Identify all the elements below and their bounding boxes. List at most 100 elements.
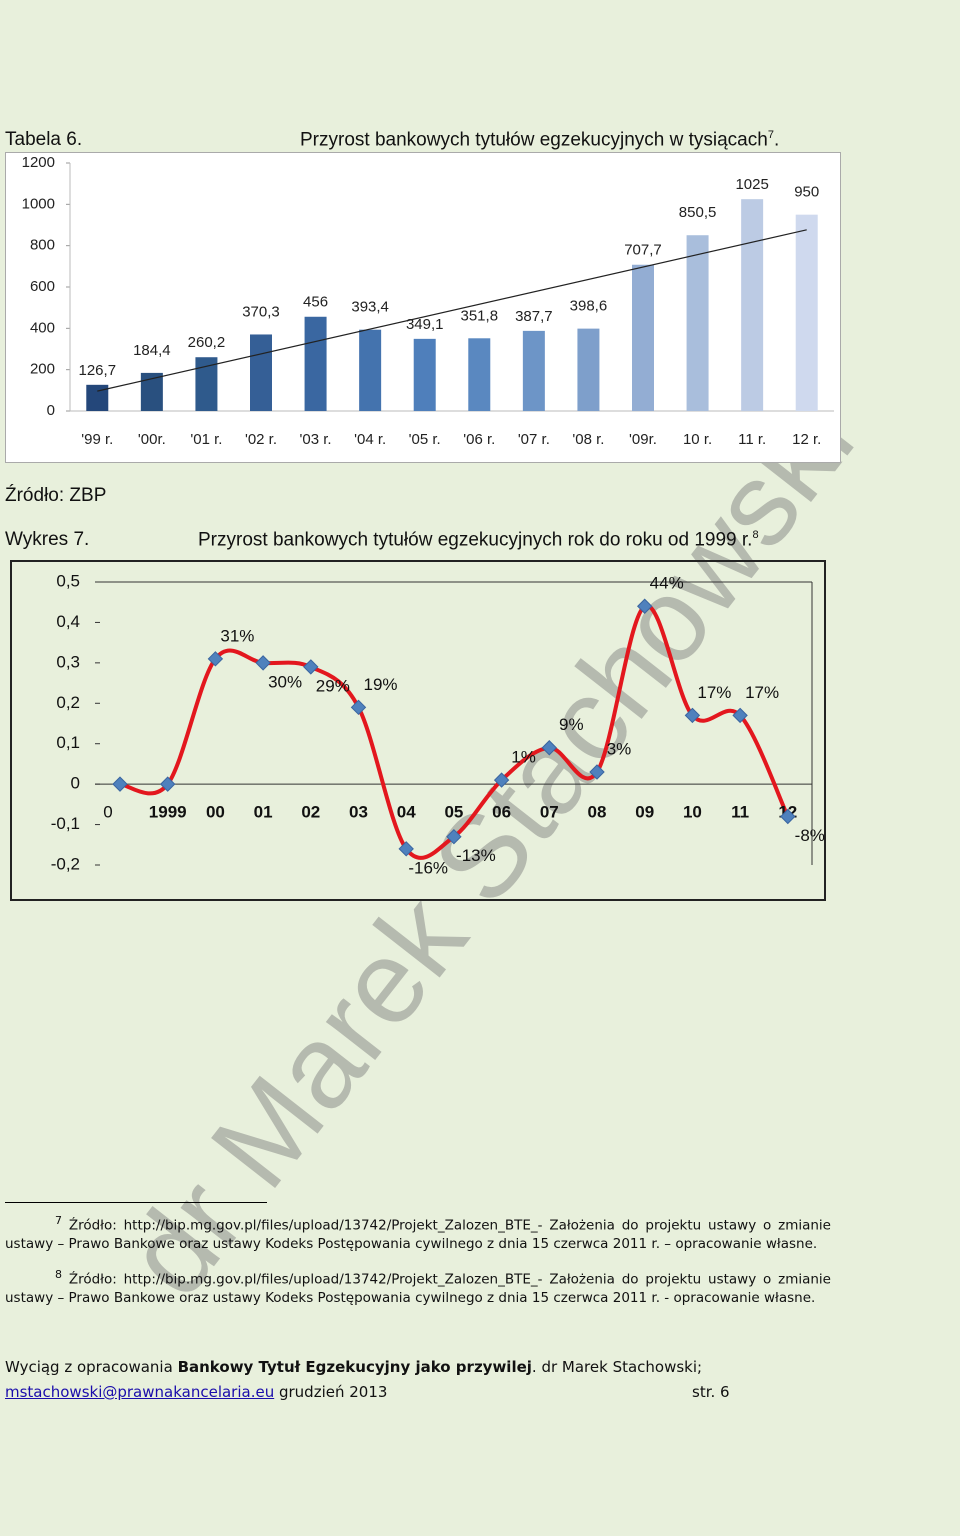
- x-tick-label: 05: [444, 803, 463, 822]
- footer-work: Bankowy Tytuł Egzekucyjny jako przywilej: [177, 1358, 532, 1376]
- y-tick-label: 0: [47, 402, 55, 419]
- footer-line: Wyciąg z opracowania Bankowy Tytuł Egzek…: [5, 1358, 702, 1376]
- value-label: 31%: [220, 626, 254, 645]
- chart-frame: [10, 560, 826, 901]
- x-tick-label: 10: [683, 803, 702, 822]
- x-tick-label: 00: [206, 803, 225, 822]
- x-tick-label: '04 r.: [354, 431, 386, 448]
- line-chart: -0,2 -0,1 0 0,1 0,2 0,3 0,4 0,5 0 1999 00 31% 01 30% 0…: [10, 560, 826, 901]
- y-tick-label: -0,2: [51, 854, 80, 873]
- y-tick-label: 0,4: [56, 612, 80, 631]
- marker: [207, 651, 224, 667]
- value-label: 456: [303, 294, 328, 311]
- value-label: 184,4: [133, 342, 171, 359]
- x-tick-label: 07: [540, 803, 559, 822]
- email-link[interactable]: mstachowski@prawnakancelaria.eu: [5, 1383, 275, 1401]
- footnote-ref: 7: [55, 1214, 62, 1227]
- x-tick-label: 08: [588, 803, 607, 822]
- marker: [780, 808, 796, 825]
- figure-title: Przyrost bankowych tytułów egzekucyjnych…: [198, 529, 759, 551]
- x-tick-label: '07 r.: [518, 431, 550, 448]
- title-text: Przyrost bankowych tytułów egzekucyjnych…: [300, 129, 768, 151]
- value-label: 19%: [363, 675, 397, 694]
- value-label: 126,7: [79, 362, 117, 379]
- y-tick-label: 400: [30, 319, 55, 336]
- bar-chart: 0 200 400 600 800 1000 1200 '99 r. 126,7 '00r. 184…: [5, 152, 841, 463]
- value-label: 850,5: [679, 204, 717, 221]
- x-tick-label: 01: [254, 803, 273, 822]
- y-tick-label: 1200: [22, 154, 55, 171]
- trend-line: [97, 229, 807, 392]
- note-ref: 7: [767, 129, 774, 141]
- bar: [522, 330, 545, 411]
- bar: [741, 199, 764, 411]
- footer-author: . dr Marek Stachowski;: [531, 1358, 703, 1376]
- x-tick-label: 02: [301, 803, 320, 822]
- footnote-text: Źródło: http://bip.mg.gov.pl/files/uploa…: [5, 1271, 831, 1306]
- marker: [541, 740, 558, 756]
- note-ref: 8: [752, 529, 759, 541]
- marker: [398, 841, 414, 857]
- page-number: str. 6: [692, 1383, 730, 1401]
- y-tick-label: 600: [30, 278, 55, 295]
- value-label: 398,6: [570, 298, 608, 315]
- source: Źródło: ZBP: [5, 485, 107, 506]
- value-label: 17%: [697, 683, 731, 702]
- x-tick-label: '02 r.: [245, 431, 277, 448]
- y-tick-label: 0,3: [56, 652, 80, 671]
- footnote-rule: [5, 1202, 267, 1203]
- bar: [686, 235, 709, 411]
- x-tick-label: 03: [349, 803, 368, 822]
- footnote-text: Źródło: http://bip.mg.gov.pl/files/uploa…: [5, 1217, 831, 1252]
- value-label: 1025: [735, 176, 768, 193]
- footer-line: mstachowski@prawnakancelaria.eu grudzień…: [5, 1383, 387, 1401]
- footnote: 7 Źródło: http://bip.mg.gov.pl/files/upl…: [5, 1212, 831, 1253]
- y-tick-label: 0,5: [56, 571, 80, 590]
- marker: [493, 772, 510, 788]
- value-label: 387,7: [515, 308, 553, 325]
- bar: [359, 329, 382, 411]
- marker: [255, 655, 271, 671]
- x-tick-label: '08 r.: [572, 431, 604, 448]
- figure-label: Wykres 7.: [5, 529, 90, 550]
- value-label: 349,1: [406, 316, 444, 333]
- bar: [140, 372, 163, 411]
- marker: [303, 659, 319, 675]
- x-tick-label: '09r.: [629, 431, 657, 448]
- bar: [413, 338, 436, 411]
- value-label: -8%: [795, 826, 825, 845]
- value-label: 393,4: [351, 299, 389, 316]
- value-label: 707,7: [624, 242, 662, 259]
- y-tick-label: 1000: [22, 195, 55, 212]
- x-tick-label: 12 r.: [792, 431, 821, 448]
- value-label: 29%: [316, 676, 350, 695]
- marker: [684, 707, 701, 724]
- y-tick-label: 800: [30, 237, 55, 254]
- x-tick-label: 04: [397, 803, 416, 822]
- y-tick-label: 0,2: [56, 693, 80, 712]
- footnote: 8 Źródło: http://bip.mg.gov.pl/files/upl…: [5, 1266, 831, 1307]
- y-tick-label: 0: [71, 774, 80, 793]
- bar: [304, 316, 327, 411]
- title-text: Przyrost bankowych tytułów egzekucyjnych…: [198, 529, 753, 551]
- bar: [86, 384, 109, 411]
- x-tick-label: 0: [103, 803, 112, 822]
- marker: [112, 776, 128, 792]
- bar: [195, 357, 218, 411]
- x-tick-label: 10 r.: [683, 431, 712, 448]
- x-tick-label: '06 r.: [463, 431, 495, 448]
- chart-frame: [5, 152, 841, 463]
- x-tick-label: 1999: [149, 803, 187, 822]
- x-tick-label: '03 r.: [300, 431, 332, 448]
- x-tick-label: 06: [492, 803, 511, 822]
- bar: [468, 338, 491, 411]
- marker: [159, 776, 176, 792]
- value-label: 950: [794, 184, 819, 201]
- marker: [446, 828, 462, 845]
- x-tick-label: '99 r.: [81, 431, 113, 448]
- value-label: 30%: [268, 672, 302, 691]
- marker: [732, 707, 748, 724]
- value-label: 17%: [745, 683, 779, 702]
- bar: [577, 328, 600, 411]
